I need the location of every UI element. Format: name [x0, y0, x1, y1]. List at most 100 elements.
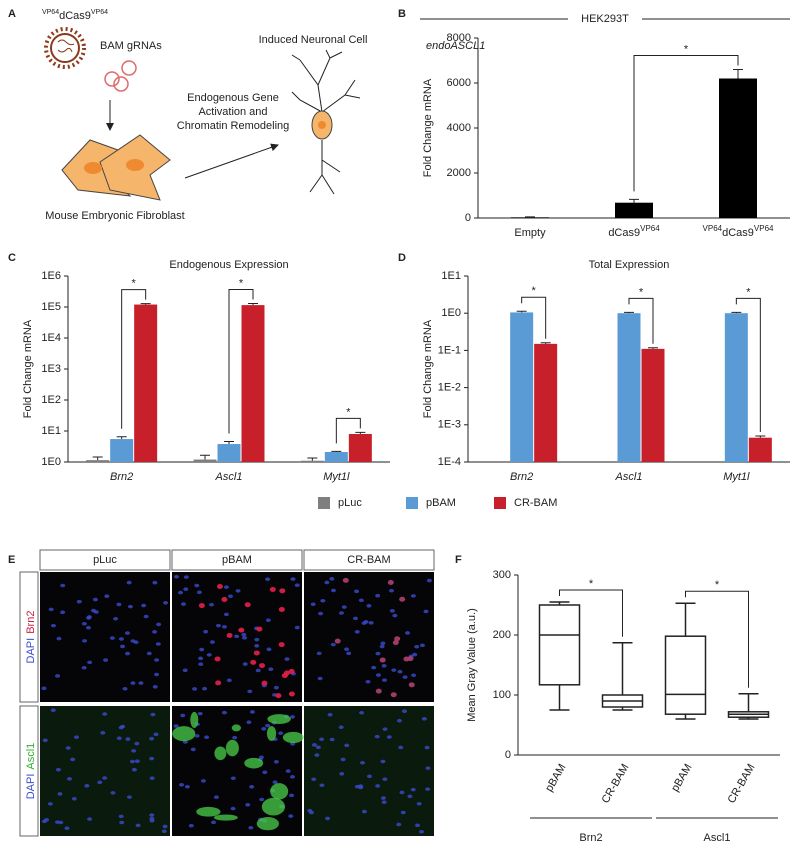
arrow	[184, 143, 279, 179]
label-superscript: VP64	[640, 224, 660, 233]
marker-stain	[266, 726, 277, 741]
nucleus	[412, 652, 418, 657]
nucleus	[126, 580, 132, 585]
nucleus	[86, 616, 92, 620]
significance-bracket	[628, 297, 654, 344]
bar	[511, 217, 549, 218]
micrograph	[40, 706, 170, 836]
nucleus	[180, 602, 186, 606]
nucleus	[208, 602, 214, 607]
nucleus	[419, 829, 425, 834]
row-label: DAPI Brn2	[25, 611, 37, 664]
nucleus	[223, 612, 229, 617]
column-header: pLuc	[93, 554, 117, 566]
nucleus	[235, 589, 241, 593]
nucleus	[173, 724, 179, 728]
nucleus	[247, 689, 253, 694]
error-bar	[755, 435, 766, 438]
nucleus	[179, 783, 185, 787]
marker-stain	[390, 692, 397, 698]
bar	[193, 459, 217, 462]
nucleus	[262, 770, 268, 775]
nucleus	[307, 808, 313, 813]
y-axis-label: Fold Change mRNA	[422, 319, 434, 418]
nucleus	[124, 631, 130, 635]
nucleus	[354, 589, 360, 594]
nucleus	[183, 587, 189, 592]
significance-star: *	[532, 285, 537, 297]
group-label: Ascl1	[704, 832, 731, 844]
nucleus	[130, 681, 136, 685]
nucleus	[221, 710, 227, 715]
nucleus	[272, 780, 278, 784]
nucleus	[359, 710, 365, 715]
nucleus	[426, 578, 432, 583]
marker-stain	[288, 668, 295, 674]
significance-star: *	[746, 286, 751, 298]
nucleus	[48, 607, 54, 612]
nucleus	[268, 667, 274, 671]
nucleus	[381, 664, 387, 668]
error-bar	[355, 431, 366, 435]
nucleus	[415, 823, 421, 828]
significance-bracket	[121, 289, 147, 429]
nucleus	[290, 577, 296, 581]
nucleus	[230, 806, 236, 811]
process-label: Activation and	[198, 106, 267, 118]
whisker	[612, 642, 633, 711]
marker-stain	[269, 586, 276, 592]
nucleus	[392, 613, 398, 618]
stain-name: Brn2	[25, 611, 37, 634]
x-tick-label: CR-BAM	[726, 762, 758, 806]
nucleus	[320, 598, 326, 603]
nucleus	[246, 720, 252, 725]
process-label: Chromatin Remodeling	[177, 120, 290, 132]
marker-stain	[267, 714, 291, 724]
nucleus	[366, 774, 372, 779]
nucleus	[149, 756, 155, 761]
nucleus	[371, 665, 377, 670]
nucleus	[325, 816, 331, 821]
panel-letter: D	[398, 252, 406, 264]
nucleus	[396, 718, 402, 723]
nucleus	[414, 644, 420, 649]
nucleus	[329, 737, 335, 742]
nucleus	[366, 604, 372, 608]
nucleus	[374, 734, 380, 739]
y-tick-label: 1E1	[41, 425, 61, 437]
virus	[50, 33, 80, 63]
marker-stain	[342, 577, 349, 583]
marker-stain	[278, 642, 285, 648]
bar	[534, 343, 558, 462]
nucleus	[135, 823, 141, 828]
nucleus	[178, 590, 184, 595]
nucleus	[255, 668, 261, 673]
nucleus	[346, 651, 352, 656]
nucleus	[50, 623, 56, 628]
y-tick-label: 0	[505, 749, 511, 761]
nucleus	[329, 577, 335, 581]
bar	[615, 202, 653, 218]
marker-stain	[407, 656, 414, 662]
nucleus	[249, 784, 255, 789]
whisker	[675, 602, 696, 720]
nucleus	[56, 636, 62, 641]
nucleus	[134, 759, 140, 763]
nucleus	[149, 776, 155, 780]
whisker	[738, 693, 759, 720]
nucleus	[315, 745, 321, 750]
error-bar	[733, 69, 743, 79]
nucleus	[55, 674, 61, 678]
nucleus	[359, 760, 365, 765]
micrograph	[40, 572, 170, 702]
marker-stain	[261, 797, 286, 816]
micrograph-background	[304, 706, 434, 836]
nucleus	[278, 731, 284, 736]
nucleus	[344, 743, 350, 748]
nucleus	[266, 647, 272, 652]
nucleus	[197, 711, 203, 716]
nucleus	[198, 662, 204, 666]
marker-stain	[198, 603, 205, 609]
legend-label: CR-BAM	[514, 497, 557, 509]
